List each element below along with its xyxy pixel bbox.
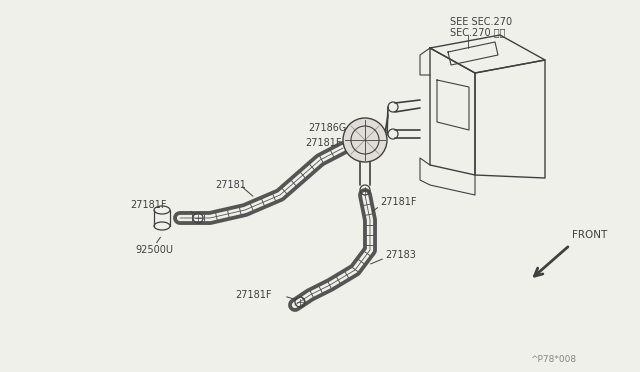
Text: 27181F: 27181F — [235, 290, 271, 300]
Text: 27181F: 27181F — [305, 138, 342, 148]
Text: ^P78*008: ^P78*008 — [530, 356, 576, 365]
Text: SEE SEC.270: SEE SEC.270 — [450, 17, 512, 27]
Text: FRONT: FRONT — [572, 230, 607, 240]
Text: 92500U: 92500U — [135, 245, 173, 255]
Text: 27181F: 27181F — [130, 200, 166, 210]
Circle shape — [343, 118, 387, 162]
Text: 27186G: 27186G — [308, 123, 346, 133]
Text: SEC.270 参照: SEC.270 参照 — [450, 27, 506, 37]
Text: 27181: 27181 — [215, 180, 246, 190]
Text: 27183: 27183 — [385, 250, 416, 260]
Text: 27181F: 27181F — [380, 197, 417, 207]
